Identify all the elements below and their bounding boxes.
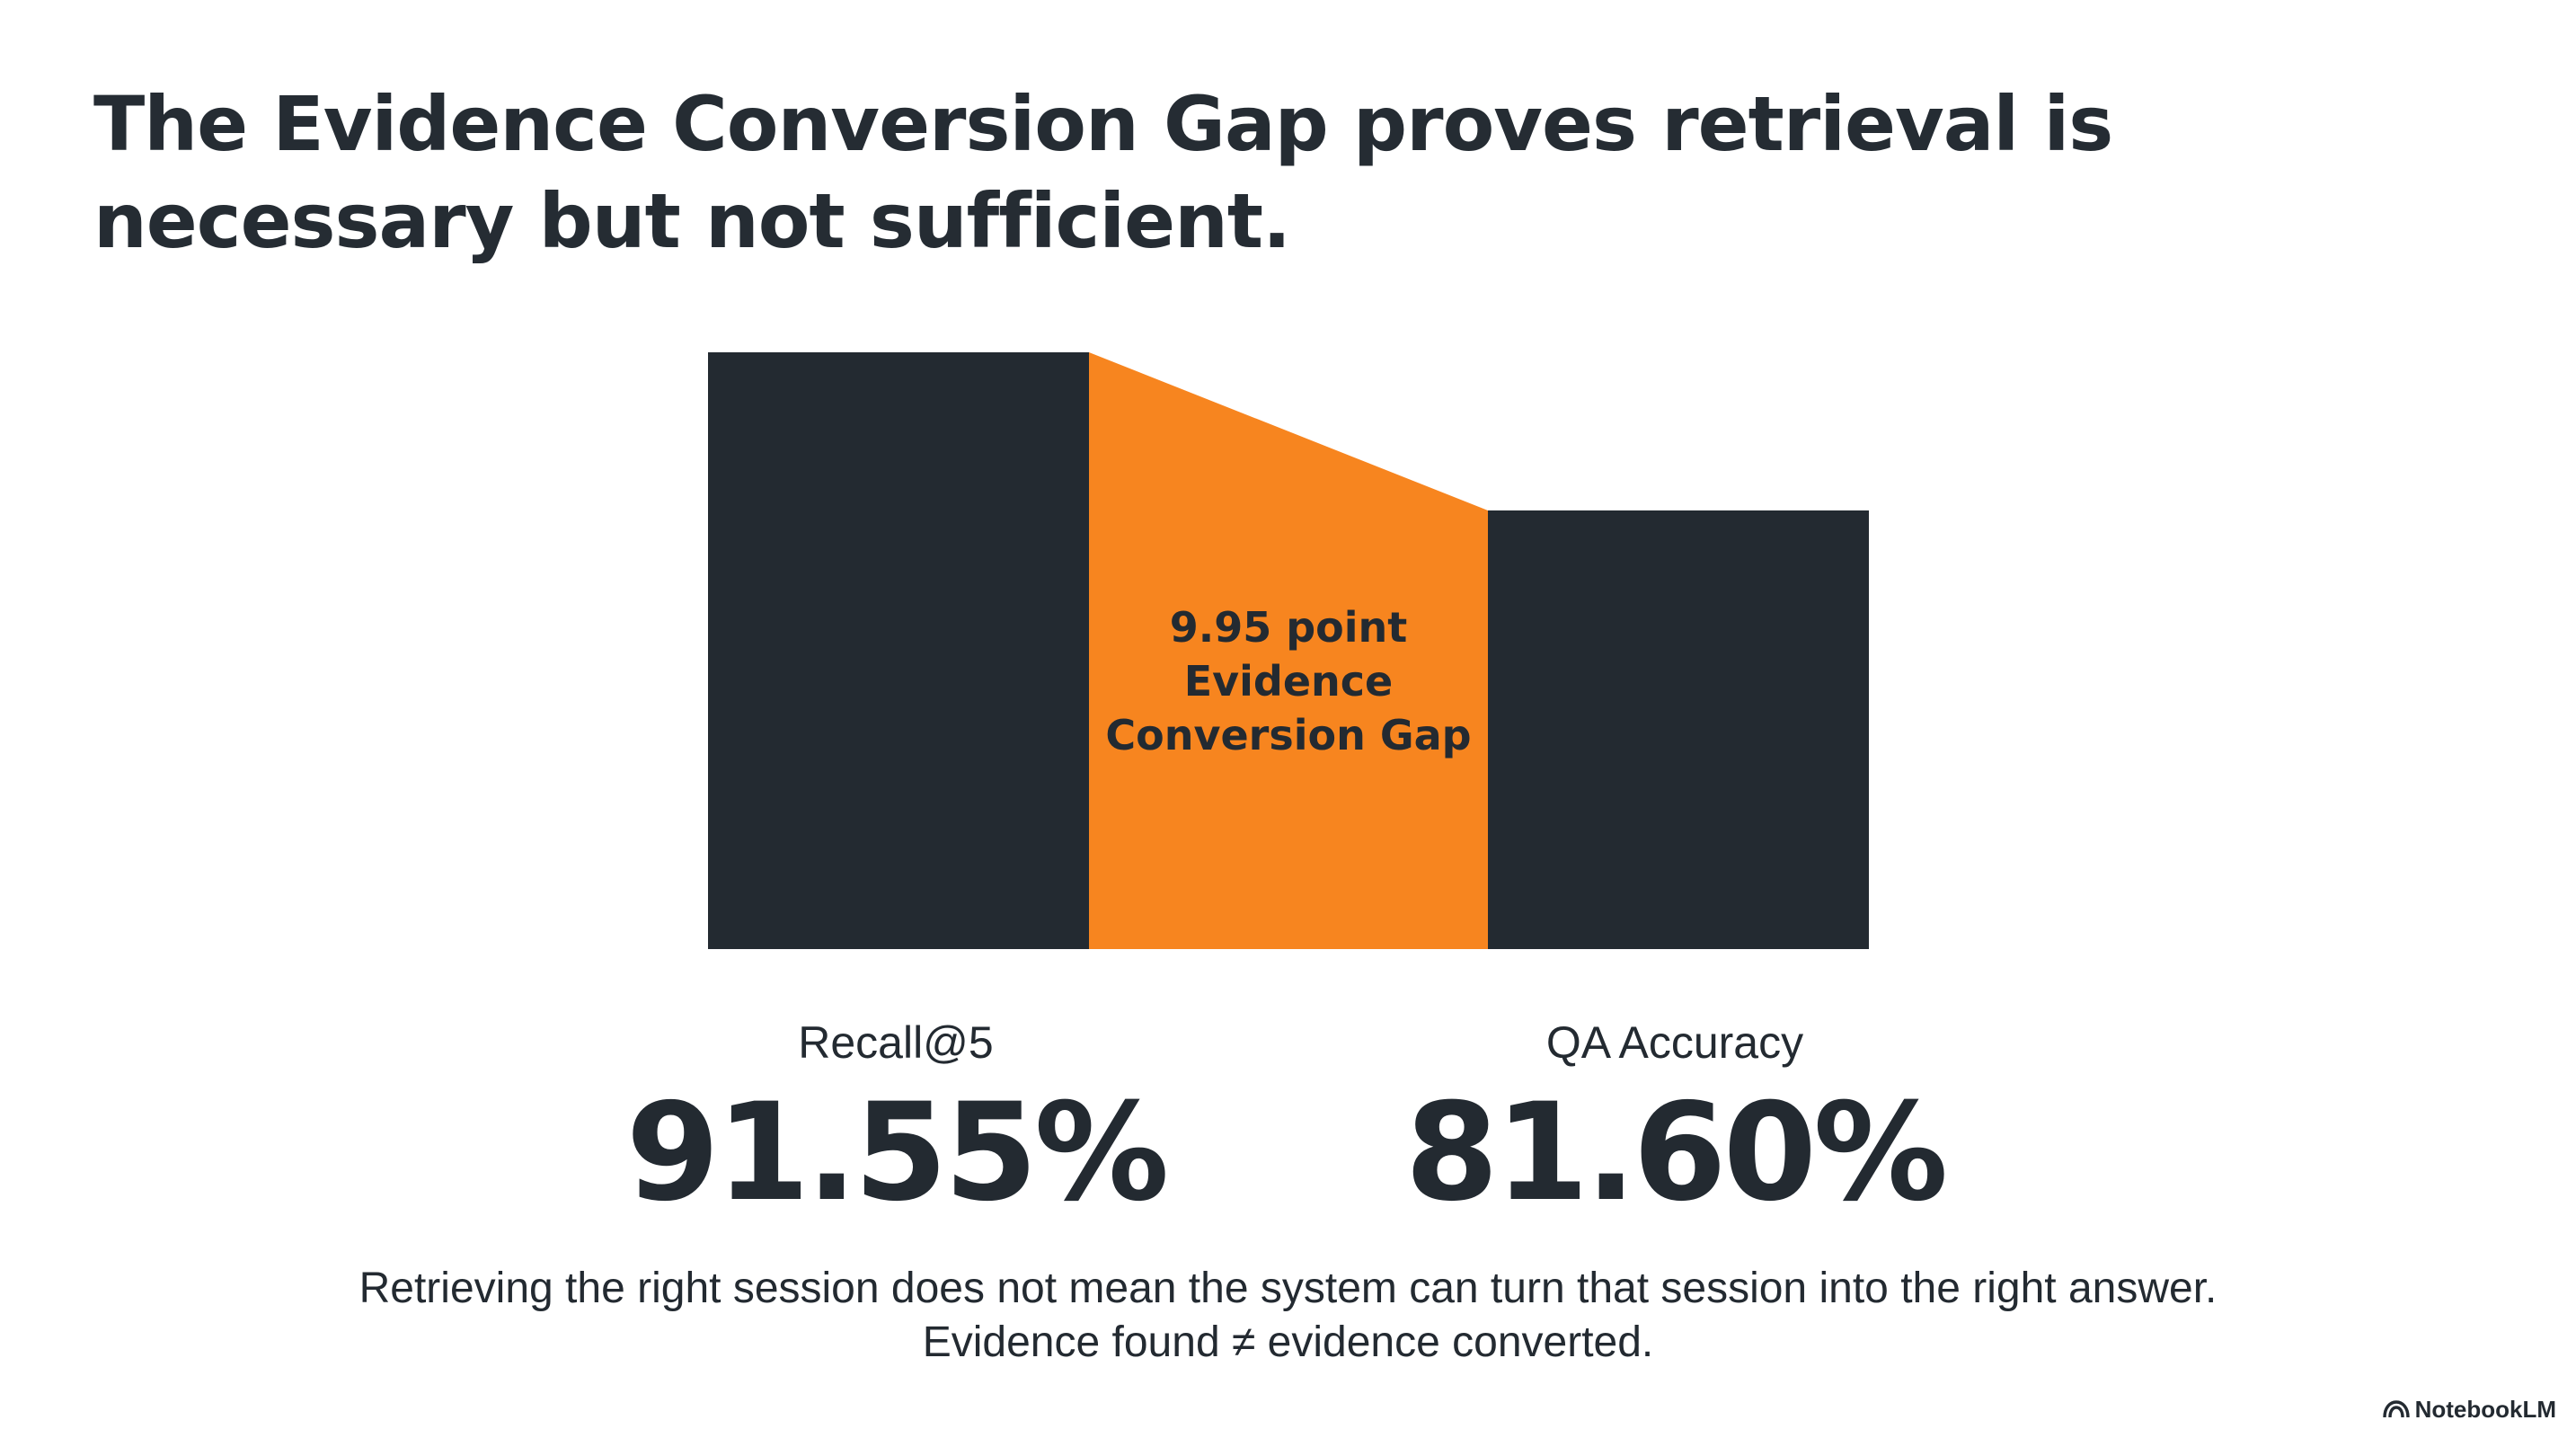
brand-notebooklm: NotebookLM bbox=[2382, 1395, 2556, 1424]
bar-recall-at-5 bbox=[708, 352, 1089, 949]
metric-qa-accuracy: QA Accuracy 81.60% bbox=[1360, 1016, 1989, 1229]
footnote: Retrieving the right session does not me… bbox=[0, 1262, 2576, 1370]
metric-recall-value: 91.55% bbox=[625, 1075, 1170, 1231]
bar-qa-accuracy bbox=[1488, 510, 1869, 949]
gap-label: 9.95 point Evidence Conversion Gap bbox=[1089, 600, 1488, 762]
footnote-line-2: Evidence found ≠ evidence converted. bbox=[922, 1318, 1654, 1366]
footnote-line-1: Retrieving the right session does not me… bbox=[359, 1265, 2217, 1312]
evidence-conversion-gap-area bbox=[1089, 352, 1488, 949]
notebooklm-logo-icon bbox=[2382, 1400, 2410, 1418]
metric-recall-label: Recall@5 bbox=[798, 1017, 994, 1068]
gap-label-line-3: Conversion Gap bbox=[1105, 711, 1472, 759]
metric-recall: Recall@5 91.55% bbox=[581, 1016, 1210, 1229]
metric-qa-accuracy-value: 81.60% bbox=[1404, 1075, 1949, 1231]
metric-qa-accuracy-label: QA Accuracy bbox=[1545, 1017, 1804, 1068]
gap-label-line-2: Evidence bbox=[1183, 657, 1394, 706]
brand-name: NotebookLM bbox=[2414, 1396, 2556, 1423]
gap-label-line-1: 9.95 point bbox=[1169, 603, 1408, 652]
slide-title: The Evidence Conversion Gap proves retri… bbox=[93, 80, 2113, 265]
